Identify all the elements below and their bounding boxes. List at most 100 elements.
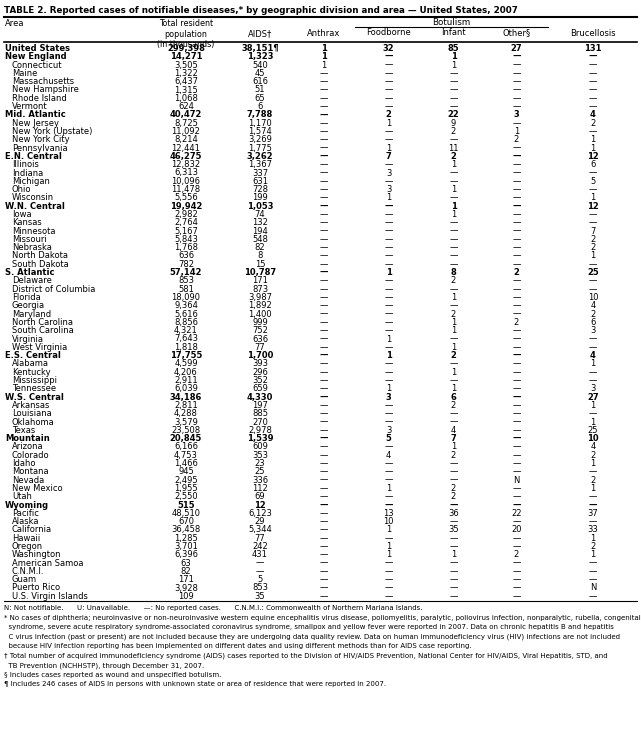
Text: —: — [320,351,328,360]
Text: —: — [512,418,520,427]
Text: —: — [320,525,328,534]
Text: —: — [384,500,393,509]
Text: 670: 670 [178,517,194,526]
Text: —: — [320,177,328,186]
Text: Mountain: Mountain [5,434,50,443]
Text: —: — [512,384,520,393]
Text: 2,978: 2,978 [248,426,272,435]
Text: 35: 35 [254,592,265,601]
Text: 4: 4 [451,426,456,435]
Text: —: — [256,559,264,568]
Text: 8,856: 8,856 [174,318,198,327]
Text: —: — [512,61,520,69]
Text: § Includes cases reported as wound and unspecified botulism.: § Includes cases reported as wound and u… [4,672,221,677]
Text: 35: 35 [448,525,459,534]
Text: Mississippi: Mississippi [12,376,57,385]
Text: Infant: Infant [441,28,466,37]
Text: S. Atlantic: S. Atlantic [5,268,54,277]
Text: 6,039: 6,039 [174,384,198,393]
Text: —: — [320,285,328,294]
Text: —: — [320,484,328,493]
Text: 1: 1 [321,61,327,69]
Text: —: — [385,177,393,186]
Text: 6: 6 [257,102,263,111]
Text: —: — [320,201,328,211]
Text: 9: 9 [451,119,456,128]
Text: —: — [385,310,393,319]
Text: —: — [385,318,393,327]
Text: 1,315: 1,315 [174,86,198,94]
Text: 2: 2 [451,401,456,410]
Text: 3: 3 [386,185,391,194]
Text: —: — [589,69,597,78]
Text: 4: 4 [590,442,595,452]
Text: 2,764: 2,764 [174,218,198,227]
Text: —: — [320,368,328,376]
Text: —: — [512,326,520,335]
Text: 5: 5 [590,177,595,186]
Text: 22: 22 [512,508,522,518]
Text: 74: 74 [254,210,265,219]
Text: 2: 2 [451,451,456,460]
Text: Pacific: Pacific [12,508,39,518]
Text: 38,151¶: 38,151¶ [241,44,279,53]
Text: 1,700: 1,700 [247,351,273,360]
Text: Pennsylvania: Pennsylvania [12,144,67,153]
Text: District of Columbia: District of Columbia [12,285,96,294]
Text: —: — [385,442,393,452]
Text: 1: 1 [321,52,327,61]
Text: 616: 616 [252,77,268,86]
Text: —: — [512,160,520,169]
Text: —: — [512,401,520,410]
Text: Wisconsin: Wisconsin [12,193,54,202]
Text: 1: 1 [451,384,456,393]
Text: —: — [449,567,458,576]
Text: —: — [512,218,520,227]
Text: —: — [512,277,520,286]
Text: —: — [589,592,597,601]
Text: California: California [12,525,52,534]
Text: —: — [589,467,597,476]
Text: 11: 11 [448,144,459,153]
Text: 1: 1 [451,185,456,194]
Text: —: — [385,160,393,169]
Text: 1: 1 [590,193,595,202]
Text: —: — [384,52,393,61]
Text: —: — [320,185,328,194]
Text: —: — [589,218,597,227]
Text: 63: 63 [181,559,192,568]
Text: —: — [320,326,328,335]
Text: —: — [385,534,393,542]
Text: —: — [385,492,393,501]
Text: 1: 1 [451,61,456,69]
Text: 33: 33 [588,525,599,534]
Text: 752: 752 [252,326,268,335]
Text: 9,364: 9,364 [174,301,198,310]
Text: —: — [512,293,520,302]
Text: —: — [385,584,393,593]
Text: 5,556: 5,556 [174,193,198,202]
Text: —: — [589,285,597,294]
Text: 2: 2 [590,310,595,319]
Text: New York (Upstate): New York (Upstate) [12,127,92,136]
Text: 23: 23 [254,459,265,468]
Text: 4: 4 [590,301,595,310]
Text: 4,753: 4,753 [174,451,198,460]
Text: 77: 77 [254,534,265,542]
Text: New Hampshire: New Hampshire [12,86,79,94]
Text: 2,911: 2,911 [174,376,198,385]
Text: 7,788: 7,788 [247,111,273,120]
Text: —: — [449,77,458,86]
Text: 1: 1 [590,418,595,427]
Text: U.S. Virgin Islands: U.S. Virgin Islands [12,592,88,601]
Text: 5,167: 5,167 [174,227,198,235]
Text: 8,725: 8,725 [174,119,198,128]
Text: —: — [512,442,520,452]
Text: —: — [320,551,328,559]
Text: 10,096: 10,096 [172,177,201,186]
Text: —: — [320,168,328,178]
Text: —: — [385,301,393,310]
Text: 1: 1 [590,144,595,153]
Text: —: — [512,144,520,153]
Text: —: — [385,235,393,244]
